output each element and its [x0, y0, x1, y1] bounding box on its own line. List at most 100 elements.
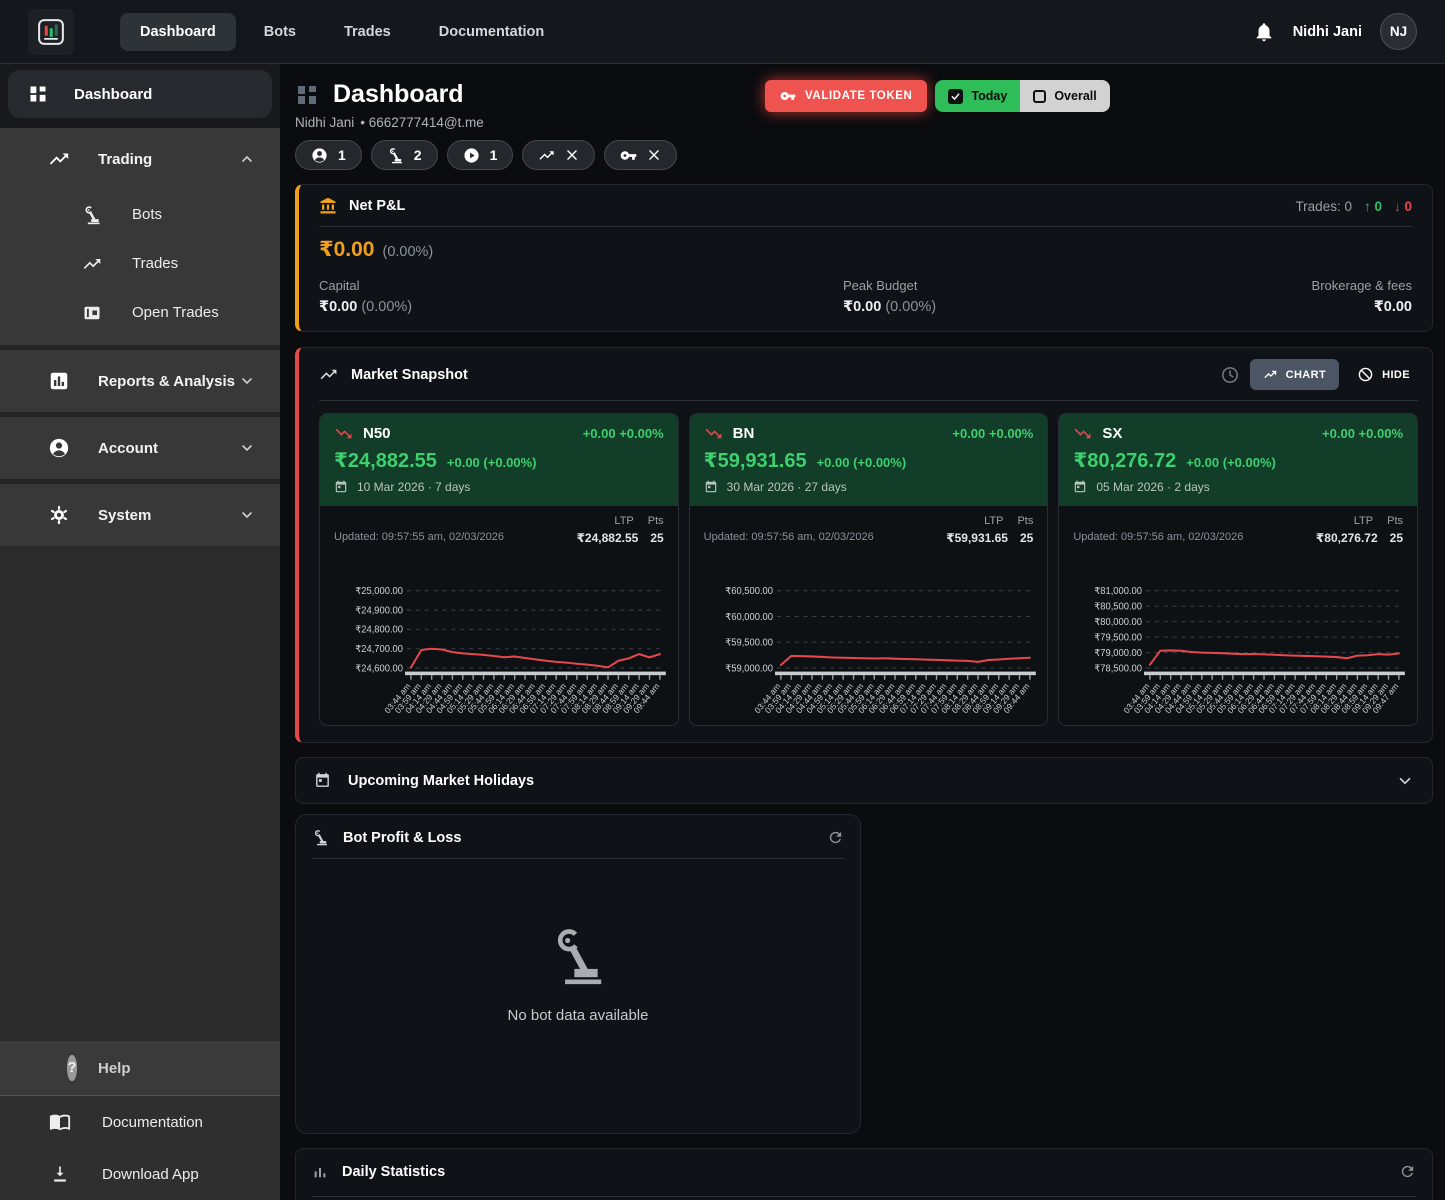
page-title: Dashboard: [333, 80, 464, 109]
market-card-n50[interactable]: N50 +0.00 +0.00% ₹24,882.55 +0.00 (+0.00…: [319, 413, 679, 726]
sidebar-item-download-app[interactable]: Download App: [0, 1148, 280, 1200]
calendar-icon: [704, 480, 718, 494]
book-icon: [48, 1111, 72, 1133]
sidebar-item-documentation[interactable]: Documentation: [0, 1096, 280, 1148]
ltp-block: LTPPts ₹24,882.5525: [577, 515, 664, 545]
main-content: Dashboard Nidhi Jani • 6662777414@t.me 1: [280, 64, 1445, 1200]
toggle-today-label: Today: [971, 89, 1007, 103]
avatar[interactable]: NJ: [1380, 13, 1417, 50]
sidebar-item-trades[interactable]: Trades: [0, 239, 280, 288]
hide-button[interactable]: HIDE: [1349, 359, 1418, 390]
bar-chart-icon: [312, 1164, 328, 1180]
ltp-block: LTPPts ₹59,931.6525: [946, 515, 1033, 545]
sidebar-item-label: Help: [98, 1060, 131, 1077]
block-icon: [1357, 366, 1374, 383]
topbar: Dashboard Bots Trades Documentation Nidh…: [0, 0, 1445, 64]
app-window: Dashboard Bots Trades Documentation Nidh…: [0, 0, 1445, 1200]
price-change: +0.00 (+0.00%): [447, 455, 537, 470]
bots-count-chip[interactable]: 2: [371, 140, 438, 170]
person-circle-icon: [311, 147, 328, 164]
refresh-icon[interactable]: [827, 829, 844, 846]
market-card-sx[interactable]: SX +0.00 +0.00% ₹80,276.72 +0.00 (+0.00%…: [1058, 413, 1418, 726]
sidebar-item-bots[interactable]: Bots: [0, 190, 280, 239]
running-count-chip[interactable]: 1: [447, 140, 514, 170]
capital-stat: Capital ₹0.00 (0.00%): [319, 278, 412, 315]
empty-state-message: No bot data available: [508, 1007, 649, 1024]
chart-view-button[interactable]: CHART: [1250, 359, 1340, 390]
dashboard-grid-icon: [28, 84, 48, 104]
bar-chart-icon: [46, 370, 72, 392]
sidebar-section-label: System: [98, 507, 151, 524]
trending-up-icon: [319, 365, 338, 384]
change-top: +0.00 +0.00%: [1322, 426, 1403, 441]
price-change: +0.00 (+0.00%): [817, 455, 907, 470]
daily-statistics-title: Daily Statistics: [342, 1164, 445, 1180]
trades-down-count: ↓ 0: [1394, 199, 1412, 214]
nav-dashboard[interactable]: Dashboard: [120, 13, 236, 51]
gear-icon: [46, 504, 72, 526]
token-filter-chip[interactable]: [604, 140, 677, 170]
market-chart: ₹81,000.00₹80,500.00₹80,000.00₹79,500.00…: [1059, 547, 1417, 725]
checkbox-empty-icon: [1033, 90, 1046, 103]
sidebar-section-system[interactable]: System: [0, 484, 280, 546]
refresh-icon[interactable]: [1399, 1163, 1416, 1180]
chevron-up-icon: [234, 151, 260, 167]
chevron-down-icon: [234, 440, 260, 456]
sidebar-section-account[interactable]: Account: [0, 417, 280, 479]
nav-bots[interactable]: Bots: [244, 13, 316, 51]
sidebar-section-label: Trading: [98, 151, 152, 168]
trending-up-icon: [46, 148, 72, 170]
svg-text:₹78,500.00: ₹78,500.00: [1095, 663, 1143, 674]
key-icon: [620, 147, 637, 164]
clock-icon[interactable]: [1220, 365, 1240, 385]
trending-down-icon: [334, 424, 353, 443]
market-card-bn[interactable]: BN +0.00 +0.00% ₹59,931.65 +0.00 (+0.00%…: [689, 413, 1049, 726]
sidebar-item-label: Download App: [102, 1166, 199, 1183]
robot-arm-icon: [387, 147, 404, 164]
sidebar-section-label: Account: [98, 440, 158, 457]
toggle-today[interactable]: Today: [935, 80, 1020, 112]
notifications-bell-icon[interactable]: [1253, 21, 1275, 43]
net-pnl-card: Net P&L Trades: 0 ↑ 0 ↓ 0 ₹0.00(0.00%) C…: [295, 184, 1433, 332]
calendar-icon: [1073, 480, 1087, 494]
sidebar-item-open-trades[interactable]: Open Trades: [0, 288, 280, 337]
close-icon[interactable]: [647, 148, 661, 162]
trending-down-icon: [1073, 424, 1092, 443]
expiry-date: 30 Mar 2026 · 27 days: [727, 480, 847, 494]
svg-text:₹24,900.00: ₹24,900.00: [355, 605, 403, 616]
sidebar-item-label: Documentation: [102, 1114, 203, 1131]
bank-icon: [319, 197, 337, 215]
expiry-date: 10 Mar 2026 · 7 days: [357, 480, 470, 494]
price-value: ₹59,931.65: [704, 448, 807, 473]
toggle-overall-label: Overall: [1054, 89, 1096, 103]
upcoming-holidays-bar[interactable]: Upcoming Market Holidays: [295, 757, 1433, 804]
price-change: +0.00 (+0.00%): [1186, 455, 1276, 470]
play-circle-icon: [463, 147, 480, 164]
robot-arm-icon: [312, 829, 329, 846]
app-logo[interactable]: [28, 9, 74, 55]
ltp-block: LTPPts ₹80,276.7225: [1316, 515, 1403, 545]
sidebar-section-reports[interactable]: Reports & Analysis: [0, 350, 280, 412]
sidebar-item-label: Bots: [132, 206, 162, 223]
sidebar-item-help[interactable]: ? Help: [0, 1041, 280, 1095]
daily-statistics-card: Daily Statistics: [295, 1148, 1433, 1200]
calendar-icon: [334, 480, 348, 494]
svg-text:₹60,000.00: ₹60,000.00: [725, 612, 773, 623]
nav-trades[interactable]: Trades: [324, 13, 411, 51]
sidebar-item-dashboard[interactable]: Dashboard: [8, 70, 272, 118]
sidebar-section-trading[interactable]: Trading: [0, 128, 280, 190]
toggle-overall[interactable]: Overall: [1020, 80, 1109, 112]
validate-token-button[interactable]: VALIDATE TOKEN: [765, 80, 927, 112]
svg-text:₹24,600.00: ₹24,600.00: [355, 663, 403, 674]
upcoming-holidays-title: Upcoming Market Holidays: [348, 773, 534, 789]
accounts-count-chip[interactable]: 1: [295, 140, 362, 170]
price-value: ₹80,276.72: [1073, 448, 1176, 473]
trending-up-icon: [1263, 367, 1278, 382]
hide-button-label: HIDE: [1382, 369, 1410, 381]
chevron-down-icon[interactable]: [1396, 772, 1414, 790]
svg-text:₹79,000.00: ₹79,000.00: [1095, 648, 1143, 659]
close-icon[interactable]: [565, 148, 579, 162]
peak-budget-stat: Peak Budget ₹0.00 (0.00%): [843, 278, 936, 315]
nav-documentation[interactable]: Documentation: [419, 13, 565, 51]
trades-filter-chip[interactable]: [522, 140, 595, 170]
